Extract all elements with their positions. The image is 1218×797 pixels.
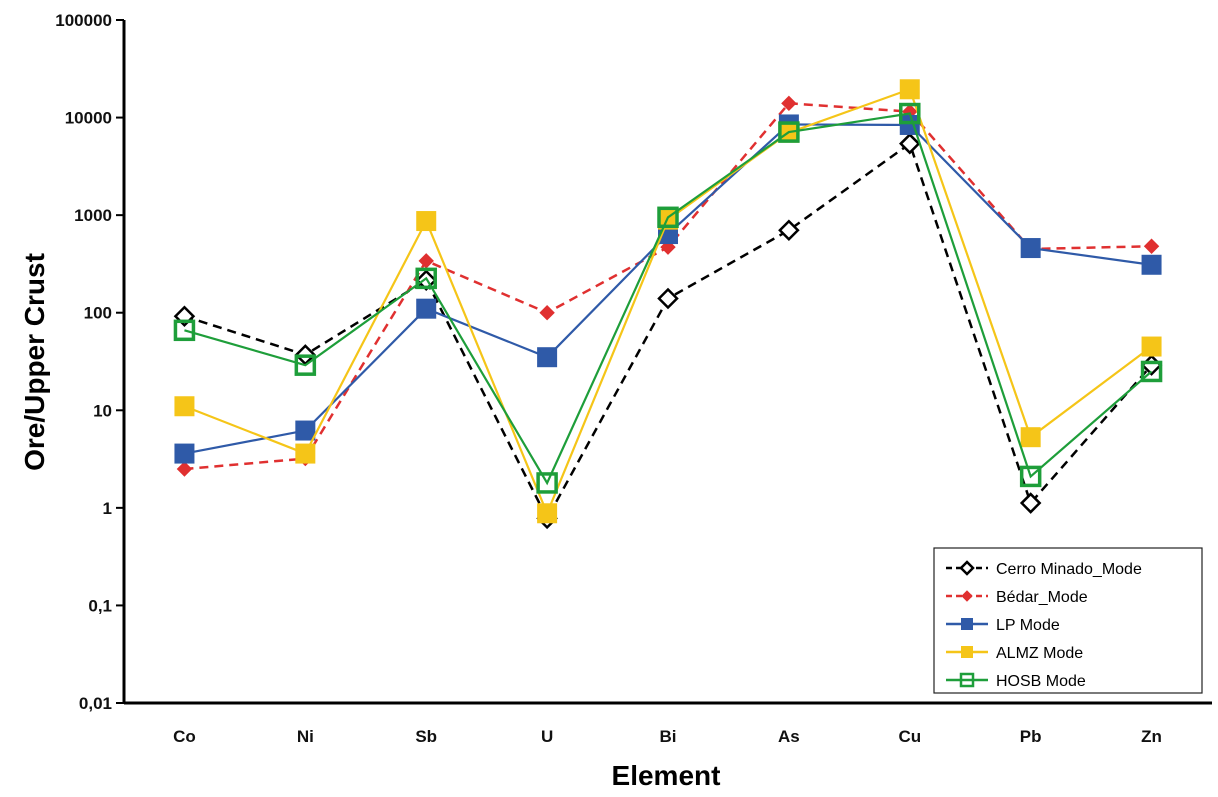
data-point [657, 287, 679, 310]
x-tick-label: U [541, 727, 553, 746]
data-point [959, 672, 975, 688]
data-point [295, 443, 316, 464]
data-point [778, 219, 800, 242]
data-point [778, 121, 800, 143]
y-axis-title: Ore/Upper Crust [19, 253, 50, 471]
data-point [174, 396, 195, 417]
data-point [536, 472, 558, 494]
data-point [537, 503, 558, 524]
data-point [295, 420, 316, 441]
legend: Cerro Minado_Mode Bédar_Mode LP Mode ALMZ M… [933, 547, 1203, 694]
legend-label: LP Mode [996, 617, 1060, 634]
y-tick-label: 100000 [55, 11, 112, 30]
data-point [1143, 238, 1160, 254]
data-point [176, 461, 193, 477]
data-point [1140, 360, 1163, 383]
data-point [1019, 465, 1042, 488]
legend-box [933, 547, 1203, 694]
data-point [173, 319, 196, 342]
y-tick-label: 0,01 [79, 694, 112, 713]
data-point [959, 560, 975, 576]
series-line [184, 141, 1153, 522]
data-point [657, 206, 679, 229]
x-tick-label: Sb [415, 727, 437, 746]
y-tick-label: 100 [84, 304, 112, 323]
data-point [781, 95, 797, 112]
data-point [899, 79, 920, 100]
data-point [1141, 254, 1162, 275]
data-point [899, 102, 921, 125]
legend-label: ALMZ Mode [996, 645, 1083, 662]
legend-item: LP Mode [946, 617, 1060, 634]
series-cerro-minado-mode [173, 132, 1163, 530]
series-layer [173, 79, 1163, 530]
data-point [1020, 238, 1041, 259]
data-point [899, 132, 921, 155]
data-point [539, 305, 555, 321]
data-point [416, 211, 437, 232]
y-tick-label: 10 [93, 401, 112, 420]
data-point [961, 646, 973, 658]
x-tick-label: Zn [1141, 727, 1162, 746]
data-point [418, 253, 434, 269]
legend-item: ALMZ Mode [946, 645, 1083, 662]
data-point [961, 618, 973, 630]
x-tick-label: Ni [297, 727, 314, 746]
axes [116, 19, 1212, 705]
series-line [184, 112, 1153, 486]
series-line [184, 102, 1152, 471]
y-tick-label: 0,1 [88, 596, 112, 615]
data-point [415, 267, 437, 290]
x-axis-title: Element [612, 760, 721, 791]
x-tick-label: Cu [898, 727, 921, 746]
data-point [961, 590, 973, 602]
y-tick-label: 10000 [65, 109, 112, 128]
x-tick-label: Bi [660, 727, 677, 746]
x-tick-label: Co [173, 727, 196, 746]
legend-label: Bédar_Mode [996, 589, 1088, 606]
x-tick-label: As [778, 727, 800, 746]
y-tick-label: 1000 [74, 206, 112, 225]
data-point [1019, 492, 1042, 514]
y-tick-label: 1 [103, 499, 112, 518]
x-tick-label: Pb [1020, 727, 1042, 746]
legend-item: Cerro Minado_Mode [946, 560, 1142, 578]
data-point [1141, 336, 1162, 357]
tick-labels: 0,01 0,1 1 10 100 1000 10000 100000 Co Ni Sb U Bi As C… [55, 11, 1162, 746]
data-point [537, 347, 558, 368]
data-point [1020, 427, 1041, 448]
legend-item: HOSB Mode [946, 672, 1086, 690]
data-point [416, 298, 437, 319]
data-point [174, 443, 195, 464]
series-hosb-mode [173, 102, 1163, 494]
legend-label: Cerro Minado_Mode [996, 561, 1142, 578]
data-point [294, 354, 317, 376]
legend-item: Bédar_Mode [946, 589, 1088, 606]
legend-label: HOSB Mode [996, 673, 1086, 690]
